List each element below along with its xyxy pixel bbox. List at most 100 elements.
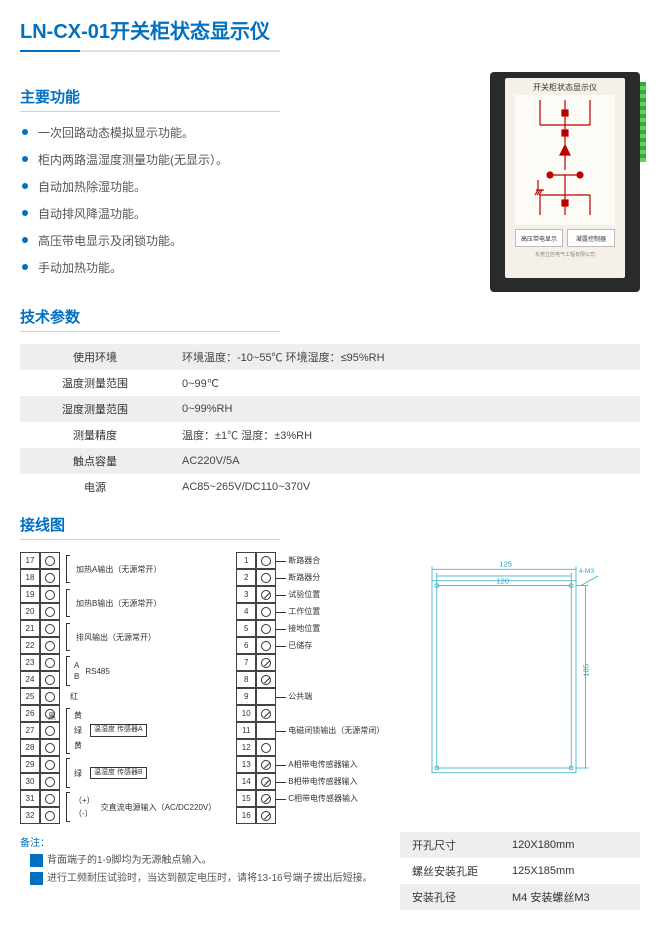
spec-val: AC220V/5A [170, 448, 640, 474]
feature-item: 手动加热功能。 [20, 259, 470, 276]
terminal-number: 5 [236, 620, 256, 637]
spec-val: AC85~265V/DC110~370V [170, 474, 640, 500]
terminal-pin [256, 705, 276, 722]
device-label-right: 凝露控制器 [567, 229, 615, 247]
dim-val: 120X180mm [500, 832, 640, 858]
device-photo: 开关柜状态显示仪 [490, 72, 640, 292]
terminal-number: 20 [20, 603, 40, 620]
spec-table: 使用环境环境温度：-10~55℃ 环境湿度：≤95%RH温度测量范围0~99℃湿… [20, 344, 640, 500]
terminal-label: B相带电传感器输入 [276, 773, 384, 790]
spec-val: 0~99%RH [170, 396, 640, 422]
feature-item: 柜内两路温湿度测量功能(无显示）。 [20, 151, 470, 168]
terminal-pin [256, 807, 276, 824]
feature-item: 一次回路动态模拟显示功能。 [20, 124, 470, 141]
terminal-number: 26 [20, 705, 40, 722]
terminal-label: C相带电传感器输入 [276, 790, 384, 807]
terminal-number: 25 [20, 688, 40, 705]
title-underline [20, 50, 280, 52]
notes-label: 备注： [20, 838, 50, 849]
terminal-number: 9 [236, 688, 256, 705]
terminal-pin [40, 637, 60, 654]
terminal-number: 17 [20, 552, 40, 569]
terminal-label: A相带电传感器输入 [276, 756, 384, 773]
spec-val: 环境温度：-10~55℃ 环境湿度：≤95%RH [170, 344, 640, 370]
notes: 备注： 1背面端子的1-9脚均为无源触点输入。 2进行工频耐压试验时，当达到额定电… [20, 834, 380, 885]
terminal-label: 公共端 [276, 688, 384, 705]
feature-item: 自动加热除湿功能。 [20, 178, 470, 195]
note-item: 2进行工频耐压试验时，当达到额定电压时，请将13-16号端子拔出后短接。 [48, 869, 380, 885]
terminal-pin [256, 569, 276, 586]
terminal-number: 4 [236, 603, 256, 620]
spec-key: 测量精度 [20, 422, 170, 448]
terminal-pin [40, 790, 60, 807]
terminal-pin [256, 756, 276, 773]
terminal-number: 29 [20, 756, 40, 773]
terminal-number: 19 [20, 586, 40, 603]
terminal-pin [40, 756, 60, 773]
device-panel-title: 开关柜状态显示仪 [533, 82, 597, 93]
section-specs: 技术参数 [20, 306, 640, 327]
spec-val: 温度：±1℃ 湿度：±3%RH [170, 422, 640, 448]
dim-screw: 4-M3 [579, 568, 595, 575]
terminal-pin [40, 671, 60, 688]
terminal-pin [256, 552, 276, 569]
device-diagram [515, 95, 615, 225]
terminal-number: 32 [20, 807, 40, 824]
terminal-number: 8 [236, 671, 256, 688]
terminal-pin [256, 637, 276, 654]
feature-item: 自动排风降温功能。 [20, 205, 470, 222]
terminal-label: 断路器合 [276, 552, 384, 569]
terminal-number: 16 [236, 807, 256, 824]
terminal-pin [40, 654, 60, 671]
terminal-number: 1 [236, 552, 256, 569]
dim-key: 开孔尺寸 [400, 832, 500, 858]
terminal-number: 28 [20, 739, 40, 756]
dim-h: 185 [582, 664, 591, 677]
terminal-number: 30 [20, 773, 40, 790]
terminal-number: 14 [236, 773, 256, 790]
terminal-label: 电磁闭锁输出（无源常闭） [276, 722, 384, 739]
page-title: LN-CX-01开关柜状态显示仪 [20, 15, 640, 44]
device-footer: 东莞立控电气工程有限公司 [535, 251, 595, 258]
outline-drawing: 125 120 185 4-M3 [404, 552, 604, 795]
terminal-number: 2 [236, 569, 256, 586]
terminal-number: 13 [236, 756, 256, 773]
terminal-number: 27 [20, 722, 40, 739]
terminal-number: 23 [20, 654, 40, 671]
terminal-number: 3 [236, 586, 256, 603]
terminal-left: 17181920212223242526272829303132 加热A输出（无… [20, 552, 216, 824]
spec-key: 温度测量范围 [20, 370, 170, 396]
terminal-label [276, 671, 384, 688]
device-label-left: 高压带电显示 [515, 229, 563, 247]
terminal-label: 工作位置 [276, 603, 384, 620]
rule [20, 539, 280, 540]
terminal-pin [40, 722, 60, 739]
dim-inner-w: 120 [497, 577, 510, 586]
terminal-number: 15 [236, 790, 256, 807]
terminal-pin [40, 688, 60, 705]
terminal-pin [40, 739, 60, 756]
terminal-right: 12345678910111213141516 断路器合断路器分试验位置工作位置… [236, 552, 384, 824]
terminal-number: 31 [20, 790, 40, 807]
terminal-number: 7 [236, 654, 256, 671]
terminal-pin [256, 603, 276, 620]
spec-key: 电源 [20, 474, 170, 500]
feature-item: 高压带电显示及闭锁功能。 [20, 232, 470, 249]
spec-key: 触点容量 [20, 448, 170, 474]
note-item: 1背面端子的1-9脚均为无源触点输入。 [48, 851, 380, 867]
section-features: 主要功能 [20, 86, 470, 107]
terminal-pin [256, 722, 276, 739]
terminal-pin [256, 739, 276, 756]
terminal-pin [40, 620, 60, 637]
dim-key: 螺丝安装孔距 [400, 858, 500, 884]
terminal-pin [256, 790, 276, 807]
terminal-number: 18 [20, 569, 40, 586]
terminal-pin [256, 671, 276, 688]
connector [640, 82, 646, 162]
terminal-number: 11 [236, 722, 256, 739]
terminal-number: 24 [20, 671, 40, 688]
rule [20, 331, 280, 332]
terminal-pin [40, 807, 60, 824]
terminal-number: 22 [20, 637, 40, 654]
terminal-pin [40, 603, 60, 620]
